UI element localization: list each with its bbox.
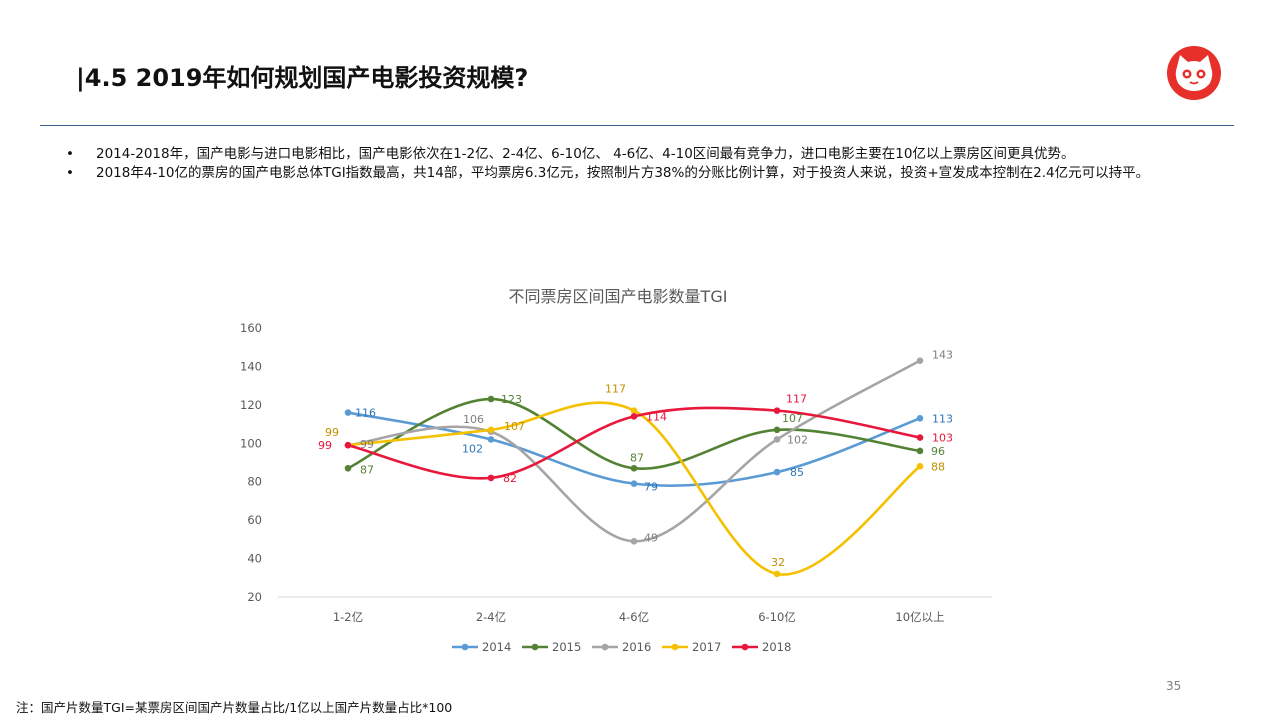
data-point-2017 (916, 463, 924, 470)
legend-label-2017: 2017 (692, 640, 721, 654)
data-label-2016: 143 (932, 349, 953, 362)
y-tick-label: 120 (240, 398, 262, 412)
data-label-2018: 99 (318, 439, 332, 452)
data-label-2017: 88 (931, 460, 945, 473)
bullet-item: • 2014-2018年，国产电影与进口电影相比，国产电影依次在1-2亿、2-4… (66, 146, 1206, 163)
data-point-2018 (916, 434, 924, 441)
x-tick-label: 10亿以上 (895, 610, 944, 624)
y-tick-label: 20 (247, 590, 262, 604)
data-label-2015: 87 (630, 451, 644, 464)
cat-face-logo-icon (1167, 46, 1221, 100)
legend-marker-2015 (531, 643, 539, 651)
data-point-2018 (773, 407, 781, 414)
y-tick-label: 60 (247, 513, 262, 527)
bullet-marker: • (66, 146, 74, 162)
x-tick-label: 6-10亿 (758, 610, 796, 624)
page-number: 35 (1166, 679, 1182, 693)
x-tick-label: 4-6亿 (619, 610, 649, 624)
data-point-2018 (630, 413, 638, 420)
y-tick-label: 140 (240, 359, 262, 373)
data-point-2014 (773, 468, 781, 476)
bullet-list: • 2014-2018年，国产电影与进口电影相比，国产电影依次在1-2亿、2-4… (66, 146, 1206, 184)
legend-marker-2016 (601, 643, 609, 651)
y-tick-label: 100 (240, 436, 262, 450)
legend-marker-2018 (741, 643, 749, 651)
data-label-2018: 82 (503, 472, 517, 485)
footnote: 注：国产片数量TGI=某票房区间国产片数量占比/1亿以上国产片数量占比*100 (16, 700, 453, 715)
data-label-2015: 96 (931, 445, 945, 458)
legend-label-2018: 2018 (762, 640, 791, 654)
bullet-marker: • (66, 165, 74, 181)
data-point-2018 (487, 474, 495, 482)
data-label-2016: 106 (463, 413, 484, 426)
data-label-2018: 114 (646, 410, 667, 423)
page-title: |4.5 2019年如何规划国产电影投资规模? (76, 64, 529, 92)
data-label-2016: 99 (360, 438, 374, 451)
chart-title: 不同票房区间国产电影数量TGI (509, 287, 728, 306)
data-point-2014 (916, 415, 924, 422)
legend-label-2015: 2015 (552, 640, 581, 654)
legend-label-2014: 2014 (482, 640, 511, 654)
y-tick-label: 40 (247, 552, 262, 566)
bullet-text: 2018年4-10亿的票房的国产电影总体TGI指数最高，共14部，平均票房6.3… (96, 165, 1150, 181)
data-point-2015 (344, 464, 352, 472)
x-tick-label: 2-4亿 (476, 610, 506, 624)
header-divider (40, 125, 1234, 126)
bullet-text: 2014-2018年，国产电影与进口电影相比，国产电影依次在1-2亿、2-4亿、… (96, 146, 1075, 162)
data-label-2017: 117 (605, 383, 626, 396)
data-label-2018: 117 (786, 393, 807, 406)
data-point-2017 (630, 407, 638, 414)
data-point-2014 (487, 436, 495, 443)
data-label-2014: 79 (644, 481, 658, 494)
y-tick-label: 80 (247, 475, 262, 489)
data-point-2014 (344, 409, 352, 416)
data-point-2018 (344, 441, 352, 449)
series-line-2014 (346, 411, 922, 487)
data-label-2016: 102 (787, 433, 808, 446)
data-label-2015: 123 (501, 393, 522, 406)
data-point-2016 (773, 436, 781, 443)
data-point-2016 (916, 357, 924, 364)
data-label-2017: 99 (325, 426, 339, 439)
data-label-2016: 49 (644, 531, 658, 544)
data-label-2015: 87 (360, 463, 374, 476)
data-label-2014: 113 (932, 412, 953, 425)
legend-marker-2017 (671, 643, 679, 651)
series-line-2017 (346, 401, 922, 576)
data-point-2017 (773, 570, 781, 578)
data-point-2017 (487, 426, 495, 434)
data-label-2018: 103 (932, 432, 953, 445)
data-point-2015 (487, 395, 495, 403)
data-label-2017: 107 (504, 420, 525, 433)
legend-label-2016: 2016 (622, 640, 651, 654)
data-label-2017: 32 (771, 556, 785, 569)
legend-marker-2014 (461, 643, 469, 651)
bullet-item: • 2018年4-10亿的票房的国产电影总体TGI指数最高，共14部，平均票房6… (66, 165, 1206, 182)
data-point-2015 (630, 464, 638, 472)
data-label-2014: 85 (790, 466, 804, 479)
data-point-2015 (773, 426, 781, 434)
data-label-2014: 116 (355, 407, 376, 420)
data-point-2014 (630, 480, 638, 487)
data-point-2015 (916, 447, 924, 455)
data-label-2014: 102 (462, 442, 483, 455)
data-point-2016 (630, 537, 638, 545)
data-label-2015: 107 (782, 412, 803, 425)
x-tick-label: 1-2亿 (333, 610, 363, 624)
y-tick-label: 160 (240, 321, 262, 335)
